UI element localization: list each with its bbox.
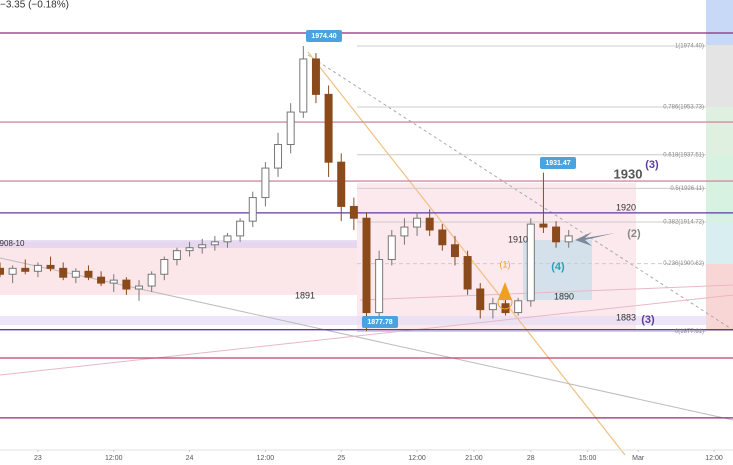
annotation: 1920 xyxy=(616,202,636,212)
x-tick-label: 25 xyxy=(337,455,345,462)
candle-body xyxy=(476,288,485,311)
candle-body xyxy=(514,300,523,314)
x-tick-label: Mar xyxy=(632,455,645,462)
candle-body xyxy=(109,279,118,284)
annotation: (3) xyxy=(645,159,659,171)
labels: 1(1974.40) 0.786(1953.73) 0.618(1937.51) 0.… xyxy=(0,30,723,462)
callout: 1877.78 xyxy=(367,319,392,326)
candle-body xyxy=(438,229,447,246)
candles xyxy=(0,46,573,331)
candle-body xyxy=(248,197,257,222)
candle-body xyxy=(299,58,308,113)
candle-body xyxy=(425,217,434,231)
candle-body xyxy=(324,93,333,163)
annotation: 1883 xyxy=(616,312,636,322)
x-tick-label: 28 xyxy=(527,455,535,462)
candle-body xyxy=(135,285,144,290)
x-tick-label: 12:00 xyxy=(257,455,275,462)
candle-body xyxy=(0,267,4,275)
candle-body xyxy=(552,226,561,243)
trend-line xyxy=(0,257,733,421)
fib-label: 0.382(1914.72) xyxy=(663,220,704,226)
fib-label: 0.5(1926.11) xyxy=(670,186,704,192)
trend-line xyxy=(359,284,733,301)
fib-label: 1(1974.40) xyxy=(675,44,704,50)
header: −3.35 (−0.18%) xyxy=(0,0,69,11)
candle-body xyxy=(160,259,169,275)
annotation: 1910 xyxy=(508,234,528,244)
arrow xyxy=(575,232,615,246)
candle-body xyxy=(97,276,106,284)
annotation: (1) xyxy=(500,259,511,269)
trend-line xyxy=(307,51,626,456)
candle-body xyxy=(185,247,194,252)
x-tick-label: 24 xyxy=(186,455,194,462)
fib-label: 0.786(1953.73) xyxy=(663,105,704,111)
x-tick-label: 12:00 xyxy=(705,455,723,462)
candle-body xyxy=(122,279,131,290)
candle-body xyxy=(172,250,181,261)
candle-body xyxy=(210,241,219,246)
annotation: 1890 xyxy=(554,291,574,301)
callout-box xyxy=(362,316,398,328)
candle-body xyxy=(450,244,459,258)
candle-body xyxy=(8,267,17,275)
candle-body xyxy=(375,259,384,314)
candle-body xyxy=(274,143,283,169)
fib-label: 0(1877.61) xyxy=(675,329,704,335)
annotation: 1891 xyxy=(295,290,315,300)
annotation: (3) xyxy=(641,314,655,326)
fib-zone xyxy=(706,45,733,107)
candle-body xyxy=(236,220,245,237)
annotation: 1930 xyxy=(614,166,643,181)
candle-body xyxy=(488,303,497,311)
candle-body xyxy=(387,235,396,261)
fib-label: 0.618(1937.51) xyxy=(663,152,704,158)
candle-body xyxy=(413,217,422,228)
annotation: 908-10 xyxy=(0,239,25,248)
candle-body xyxy=(526,223,535,302)
candle-body xyxy=(539,223,548,228)
annotation: (2) xyxy=(627,228,641,240)
candle-body xyxy=(337,161,346,207)
candle-body xyxy=(261,167,270,199)
x-tick-label: 15:00 xyxy=(579,455,597,462)
candle-body xyxy=(400,226,409,237)
candle-body xyxy=(198,244,207,249)
callout: 1974.40 xyxy=(311,33,336,40)
callout: 1931.47 xyxy=(545,160,570,167)
fib-label: 0.236(1900.62) xyxy=(663,261,704,267)
candle-body xyxy=(147,273,156,287)
x-tick-label: 12:00 xyxy=(105,455,123,462)
marker xyxy=(497,294,513,310)
zone xyxy=(0,240,357,248)
candle-body xyxy=(349,205,358,219)
candle-body xyxy=(71,270,80,278)
candle-body xyxy=(84,270,93,278)
annotation: (4) xyxy=(551,261,565,273)
candle-body xyxy=(463,256,472,290)
callout-box xyxy=(306,30,342,42)
candle-body xyxy=(33,264,42,272)
candle-body xyxy=(59,267,68,278)
candle-body xyxy=(564,235,573,243)
candle-body xyxy=(223,235,232,243)
callout-box xyxy=(540,157,576,169)
trend-line xyxy=(307,54,733,331)
trend-line xyxy=(0,294,733,376)
x-tick-label: 21:00 xyxy=(465,455,483,462)
candle-body xyxy=(362,217,371,314)
candle-body xyxy=(46,264,55,269)
fib-zone xyxy=(706,107,733,155)
candle-body xyxy=(286,111,295,145)
fib-zone xyxy=(706,0,733,45)
fib-zone xyxy=(706,155,733,222)
candle-body xyxy=(21,267,30,272)
x-tick-label: 23 xyxy=(34,455,42,462)
x-tick-label: 12:00 xyxy=(408,455,426,462)
fib-zone xyxy=(706,222,733,264)
candle-body xyxy=(311,58,320,95)
